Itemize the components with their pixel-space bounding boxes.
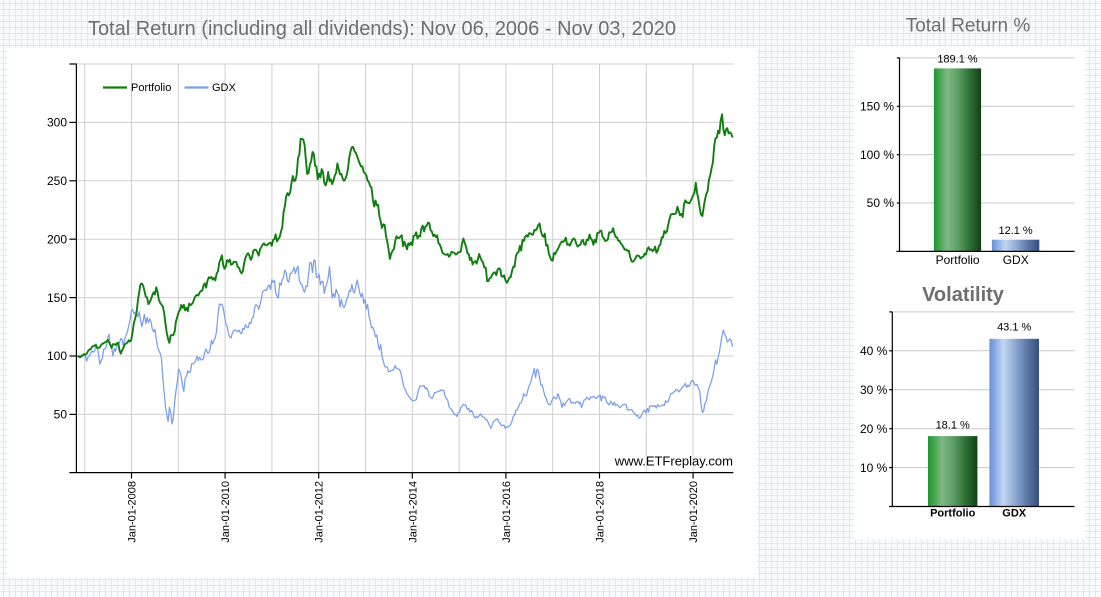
svg-text:Jan-01-2020: Jan-01-2020 bbox=[688, 481, 700, 543]
svg-text:Volatility: Volatility bbox=[922, 284, 1005, 306]
svg-text:Jan-01-2014: Jan-01-2014 bbox=[407, 481, 419, 543]
svg-text:Jan-01-2016: Jan-01-2016 bbox=[501, 481, 513, 543]
svg-text:100 %: 100 % bbox=[860, 148, 894, 162]
svg-text:100: 100 bbox=[47, 349, 67, 363]
svg-text:Total Return %: Total Return % bbox=[906, 16, 1031, 37]
svg-text:200: 200 bbox=[47, 232, 67, 246]
svg-text:Portfolio: Portfolio bbox=[936, 253, 980, 267]
svg-text:Jan-01-2012: Jan-01-2012 bbox=[314, 481, 326, 543]
svg-text:150 %: 150 % bbox=[860, 100, 894, 114]
svg-text:12.1 %: 12.1 % bbox=[998, 225, 1032, 237]
svg-text:150: 150 bbox=[47, 291, 67, 305]
svg-text:18.1 %: 18.1 % bbox=[936, 420, 970, 432]
svg-text:Portfolio: Portfolio bbox=[131, 82, 171, 94]
svg-text:www.ETFreplay.com: www.ETFreplay.com bbox=[614, 454, 733, 469]
svg-text:Total Return (including all di: Total Return (including all dividends): … bbox=[88, 18, 676, 40]
svg-text:20 %: 20 % bbox=[860, 422, 888, 436]
svg-text:Portfolio: Portfolio bbox=[930, 508, 975, 520]
svg-text:30 %: 30 % bbox=[860, 383, 888, 397]
svg-text:Jan-01-2010: Jan-01-2010 bbox=[220, 481, 232, 543]
svg-text:GDX: GDX bbox=[1002, 508, 1027, 520]
svg-text:GDX: GDX bbox=[212, 82, 237, 94]
svg-text:300: 300 bbox=[47, 116, 67, 130]
svg-text:50: 50 bbox=[54, 408, 68, 422]
svg-text:43.1 %: 43.1 % bbox=[997, 322, 1031, 334]
svg-text:189.1 %: 189.1 % bbox=[937, 53, 978, 65]
svg-text:Jan-01-2008: Jan-01-2008 bbox=[127, 481, 139, 543]
svg-text:50 %: 50 % bbox=[867, 196, 895, 210]
svg-text:Jan-01-2018: Jan-01-2018 bbox=[595, 481, 607, 543]
svg-text:250: 250 bbox=[47, 174, 67, 188]
svg-text:GDX: GDX bbox=[1003, 253, 1029, 267]
svg-text:10 %: 10 % bbox=[860, 461, 888, 475]
svg-text:40 %: 40 % bbox=[860, 344, 888, 358]
